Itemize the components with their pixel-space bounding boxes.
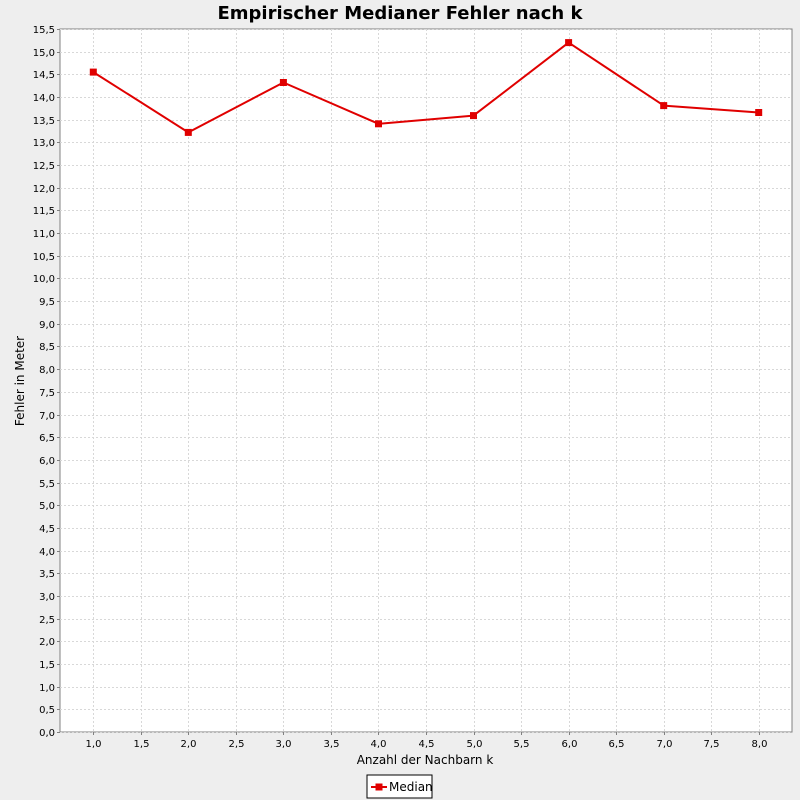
x-tick-label: 1,0 xyxy=(86,739,102,750)
series-line-median xyxy=(92,41,759,134)
x-tick-label: 2,5 xyxy=(229,739,245,750)
y-tick-label: 1,0 xyxy=(39,683,55,694)
x-tick-label: 6,5 xyxy=(609,739,625,750)
x-tick-label: 6,0 xyxy=(562,739,578,750)
x-tick-label: 5,0 xyxy=(467,739,483,750)
y-tick-label: 9,5 xyxy=(39,297,55,308)
y-tick-label: 10,0 xyxy=(33,274,55,285)
series-layer xyxy=(89,39,763,136)
y-tick-label: 11,5 xyxy=(33,206,55,217)
data-point xyxy=(660,102,668,110)
axis-ticks: 0,0 0,5 1,0 1,5 2,0 2,5 3,0 3,5 4,0 4,5 5,0 5,5 6,0 6… xyxy=(33,25,768,750)
y-tick-label: 3,0 xyxy=(39,592,55,603)
y-axis-label: Fehler in Meter xyxy=(13,336,27,426)
x-tick-label: 4,0 xyxy=(371,739,387,750)
y-tick-label: 8,5 xyxy=(39,342,55,353)
y-tick-label: 15,0 xyxy=(33,48,55,59)
y-tick-label: 0,0 xyxy=(39,728,55,739)
data-point xyxy=(279,79,287,86)
y-tick-label: 13,0 xyxy=(33,138,55,149)
y-tick-label: 3,5 xyxy=(39,569,55,580)
x-tick-label: 3,0 xyxy=(276,739,292,750)
data-point xyxy=(375,120,382,128)
chart-title: Empirischer Medianer Fehler nach k xyxy=(218,3,584,24)
y-tick-label: 12,5 xyxy=(33,161,55,172)
legend: Median xyxy=(366,774,433,799)
x-tick-label: 8,0 xyxy=(752,739,768,750)
legend-marker-swatch xyxy=(375,783,383,791)
x-axis-label: Anzahl der Nachbarn k xyxy=(357,753,494,767)
y-tick-label: 7,5 xyxy=(39,388,55,399)
y-tick-label: 6,5 xyxy=(39,433,55,444)
y-tick-label: 14,5 xyxy=(33,70,55,81)
y-tick-label: 2,0 xyxy=(39,637,55,648)
data-point xyxy=(470,112,477,120)
y-tick-label: 14,0 xyxy=(33,93,55,104)
x-tick-label: 7,0 xyxy=(657,739,673,750)
y-tick-label: 12,0 xyxy=(33,184,55,195)
y-tick-label: 1,5 xyxy=(39,660,55,671)
x-tick-label: 1,5 xyxy=(134,739,150,750)
data-point xyxy=(89,68,97,76)
x-tick-label: 5,5 xyxy=(514,739,530,750)
y-tick-label: 8,0 xyxy=(39,365,55,376)
y-tick-label: 5,0 xyxy=(39,501,55,512)
y-tick-label: 9,0 xyxy=(39,320,55,331)
y-tick-label: 5,5 xyxy=(39,479,55,490)
data-point xyxy=(184,128,192,136)
y-tick-label: 7,0 xyxy=(39,411,55,422)
x-tick-label: 7,5 xyxy=(704,739,720,750)
y-tick-label: 6,0 xyxy=(39,456,55,467)
x-tick-label: 2,0 xyxy=(181,739,197,750)
legend-box xyxy=(366,774,433,799)
legend-entry-median: Median xyxy=(389,780,433,794)
data-point xyxy=(755,109,763,116)
grid-lines xyxy=(60,29,792,733)
y-tick-label: 15,5 xyxy=(33,25,55,36)
y-tick-label: 10,5 xyxy=(33,252,55,263)
y-tick-label: 4,5 xyxy=(39,524,55,535)
y-tick-label: 4,0 xyxy=(39,547,55,558)
y-tick-label: 13,5 xyxy=(33,116,55,127)
y-tick-label: 0,5 xyxy=(39,705,55,716)
y-tick-label: 11,0 xyxy=(33,229,55,240)
x-tick-label: 4,5 xyxy=(419,739,435,750)
y-tick-label: 2,5 xyxy=(39,615,55,626)
data-point xyxy=(565,39,573,47)
x-tick-label: 3,5 xyxy=(324,739,340,750)
